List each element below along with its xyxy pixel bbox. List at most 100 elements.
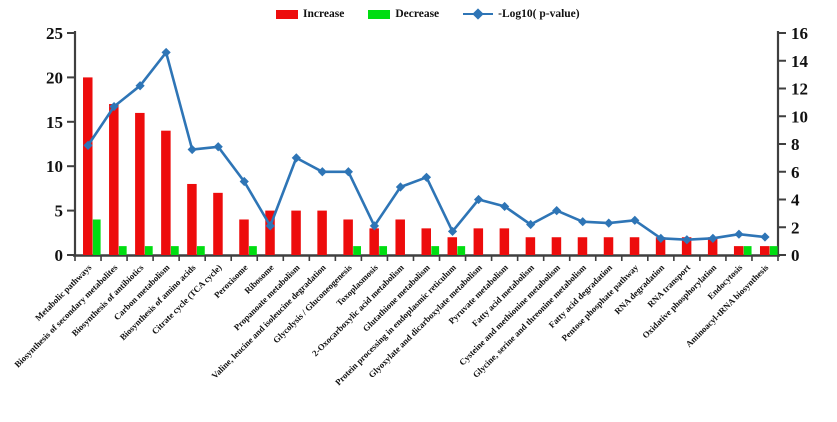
pvalue-diamond-marker	[343, 167, 353, 177]
bar-decrease	[743, 246, 752, 255]
right-y-axis: 0 2 4 6 8 10 12 14 16	[776, 24, 809, 265]
pvalue-diamond-marker	[682, 235, 692, 245]
chart-legend: Increase Decrease -Log10( p-value)	[276, 5, 580, 23]
bar-increase	[187, 183, 197, 255]
bar-increase	[239, 219, 249, 255]
bar-increase	[395, 219, 405, 255]
legend-item-decrease: Decrease	[368, 8, 439, 20]
pvalue-diamond-marker	[395, 182, 406, 192]
bar-decrease	[118, 246, 127, 255]
bar-increase	[343, 219, 353, 255]
bar-increase	[213, 192, 223, 255]
bar-increase	[83, 77, 93, 256]
right-axis-tick-label: 6	[791, 163, 800, 182]
pvalue-diamond-marker	[630, 215, 640, 225]
pvalue-diamond-marker	[734, 229, 744, 239]
bar-increase	[135, 112, 145, 255]
bar-increase	[655, 237, 666, 255]
bar-decrease	[769, 246, 778, 255]
pvalue-diamond-marker	[708, 233, 718, 243]
pvalue-diamond-marker	[552, 206, 562, 216]
pvalue-diamond-marker	[135, 81, 145, 91]
bar-increase	[499, 228, 510, 255]
bar-decrease	[457, 246, 466, 255]
legend-label-decrease: Decrease	[395, 8, 440, 20]
pvalue-diamond-marker	[578, 217, 588, 227]
pvalue-diamond-marker	[83, 140, 93, 150]
right-axis-tick-label: 10	[791, 107, 808, 126]
bar-increase	[577, 237, 588, 255]
pvalue-diamond-marker	[239, 176, 249, 187]
pvalue-diamond-marker	[421, 172, 432, 182]
bar-decrease	[144, 246, 153, 255]
left-axis-tick-label: 25	[46, 24, 63, 43]
bars-decrease	[92, 219, 778, 255]
pvalue-diamond-marker	[473, 194, 484, 205]
pvalue-diamond-marker	[161, 47, 171, 58]
left-y-axis: 0 5 10 15 20 25	[46, 24, 77, 265]
bar-increase	[473, 228, 484, 255]
bar-increase	[291, 210, 301, 255]
left-axis-tick-label: 20	[46, 68, 63, 87]
bar-increase	[707, 237, 718, 255]
pvalue-diamond-marker	[656, 233, 666, 243]
pvalue-diamond-marker	[213, 142, 223, 152]
right-axis-tick-label: 14	[791, 52, 809, 71]
legend-item-pvalue: -Log10( p-value)	[463, 8, 580, 20]
pvalue-line-series	[83, 47, 770, 245]
bar-increase	[759, 246, 770, 255]
bar-increase	[317, 210, 327, 255]
right-axis-tick-label: 4	[791, 191, 800, 210]
bar-decrease	[249, 246, 257, 255]
bar-increase	[109, 104, 119, 255]
left-axis-tick-label: 10	[46, 157, 63, 176]
bar-increase	[369, 228, 379, 255]
right-axis-tick-label: 12	[791, 80, 808, 99]
pvalue-diamond-marker	[187, 144, 197, 155]
left-axis-tick-label: 0	[55, 246, 64, 265]
bar-increase	[681, 237, 692, 255]
x-axis	[73, 254, 780, 261]
right-axis-tick-label: 0	[791, 246, 800, 265]
pvalue-diamond-marker	[760, 232, 770, 242]
legend-label-pvalue: -Log10( p-value)	[498, 8, 580, 20]
pvalue-diamond-marker	[447, 226, 458, 237]
pvalue-diamond-marker	[109, 101, 119, 112]
pvalue-diamond-marker	[369, 221, 380, 231]
pvalue-diamond-marker	[526, 219, 536, 230]
bar-increase	[629, 237, 640, 255]
increase-bar-swatch	[276, 9, 298, 19]
bar-decrease	[170, 246, 179, 255]
pvalue-diamond-marker	[604, 218, 614, 228]
right-axis-tick-label: 16	[791, 24, 808, 43]
bar-increase	[603, 237, 614, 255]
pvalue-diamond-marker	[500, 201, 510, 212]
right-axis-tick-label: 2	[791, 218, 800, 237]
bar-decrease	[379, 246, 388, 255]
pvalue-diamond-marker	[291, 153, 301, 163]
bar-increase	[551, 237, 562, 255]
bar-increase	[525, 237, 536, 255]
pvalue-diamond-marker	[317, 167, 327, 177]
bar-decrease	[431, 246, 440, 255]
bar-decrease	[92, 219, 101, 255]
left-axis-tick-label: 5	[55, 202, 64, 221]
bar-decrease	[353, 246, 361, 255]
bar-increase	[421, 228, 431, 255]
right-axis-tick-label: 8	[791, 135, 800, 154]
bar-increase	[733, 246, 744, 255]
bars-increase	[83, 77, 770, 256]
decrease-bar-swatch	[368, 9, 391, 19]
bar-decrease	[196, 246, 205, 255]
pvalue-diamond-marker	[265, 221, 275, 231]
category-label: Biosynthesis of secondary metabolites	[12, 262, 120, 370]
legend-label-increase: Increase	[303, 8, 345, 20]
left-axis-tick-label: 15	[46, 113, 63, 132]
bar-increase	[265, 210, 275, 255]
pvalue-line-diamond-icon	[463, 8, 494, 20]
bar-increase	[161, 130, 171, 255]
legend-item-increase: Increase	[276, 8, 344, 20]
